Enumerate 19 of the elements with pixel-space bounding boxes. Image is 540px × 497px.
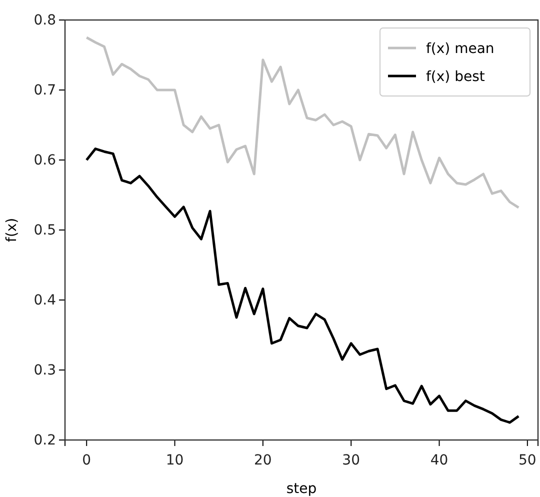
y-axis-title: f(x) (4, 218, 20, 242)
legend-label: f(x) mean (426, 41, 494, 57)
y-tick-label: 0.3 (34, 362, 56, 378)
x-tick-label: 10 (166, 452, 184, 468)
y-tick-label: 0.2 (34, 432, 56, 448)
line-series (85, 148, 520, 424)
y-tick-label: 0.4 (34, 292, 56, 308)
line-series (85, 36, 520, 209)
y-tick-label: 0.6 (34, 152, 56, 168)
y-tick-label: 0.7 (34, 82, 56, 98)
x-tick-label: 0 (82, 452, 92, 468)
x-tick-label: 30 (342, 452, 360, 468)
y-tick-label: 0.5 (34, 222, 56, 238)
x-axis-title: step (286, 481, 317, 497)
x-tick-label: 20 (254, 452, 272, 468)
y-tick-label: 0.8 (34, 12, 56, 28)
x-tick-label: 50 (518, 452, 536, 468)
legend-label: f(x) best (426, 69, 486, 85)
x-tick-label: 40 (430, 452, 448, 468)
